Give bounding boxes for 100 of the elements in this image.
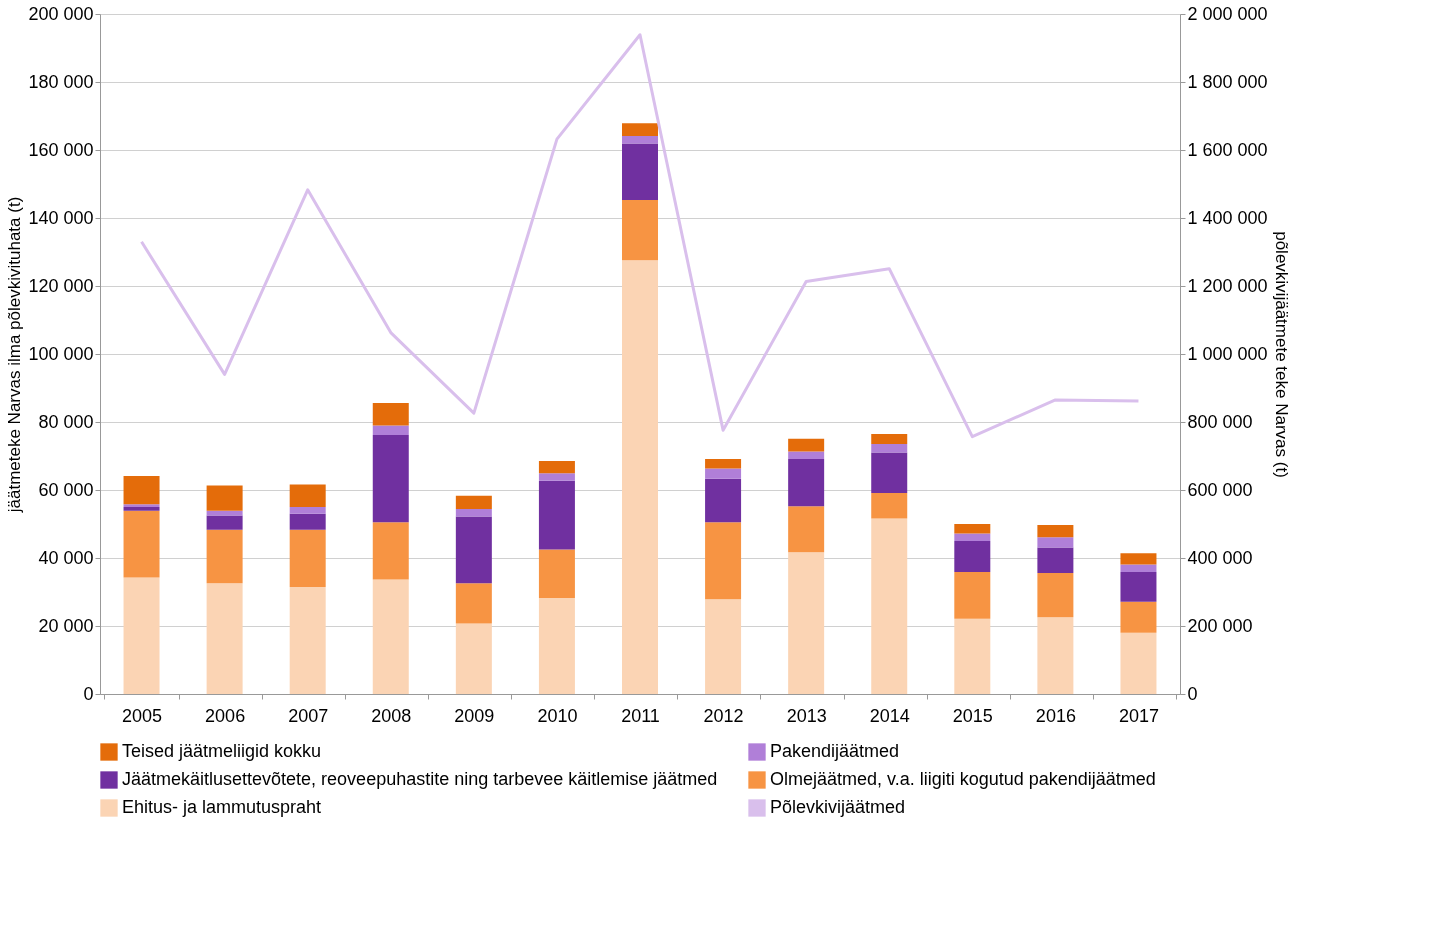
bar [871,444,908,453]
y-tick-label: 60 000 [38,479,94,500]
bar [871,493,908,519]
bar [289,507,326,514]
bar [372,434,409,523]
bar [123,507,160,511]
y2-tick-label: 1 000 000 [1187,343,1268,364]
bar [705,522,742,600]
x-tick-label: 2015 [952,705,993,726]
bar [206,510,243,516]
bar [1037,572,1074,618]
legend-label: Pakendijäätmed [770,741,900,761]
bar [538,480,575,550]
bar [289,484,326,507]
y2-tick-label: 1 600 000 [1187,139,1268,160]
bar [871,433,908,445]
bar [1120,564,1157,572]
legend-label: Olmejäätmed, v.a. liigiti kogutud pakendijäätmed [770,769,1156,789]
bar [372,522,409,580]
bar [289,513,326,530]
bar [206,485,243,511]
y-axis-title: jäätmeteke Narvas ilma põlevkivituhata (t) [5,196,25,514]
bar [954,533,991,541]
y-tick-label: 160 000 [28,139,94,160]
y2-tick-label: 600 000 [1187,479,1253,500]
bar [1120,601,1157,633]
x-tick-label: 2009 [454,705,495,726]
x-tick-label: 2013 [786,705,827,726]
bar [954,571,991,619]
bar [788,552,825,694]
y-tick-label: 140 000 [28,207,94,228]
legend-label: Põlevkivijäätmed [770,797,906,817]
y-tick-label: 180 000 [28,71,94,92]
y2-tick-label: 400 000 [1187,547,1253,568]
bar [206,583,243,694]
bar [1120,571,1157,602]
bar [1037,617,1074,694]
bar [206,515,243,530]
y-tick-label: 0 [83,683,94,704]
y2-tick-label: 800 000 [1187,411,1253,432]
y2-tick-label: 1 200 000 [1187,275,1268,296]
x-tick-label: 2007 [288,705,329,726]
y-tick-label: 40 000 [38,547,94,568]
bar [705,599,742,694]
bar [289,529,326,587]
y2-tick-label: 2 000 000 [1187,3,1268,24]
y-tick-label: 20 000 [38,615,94,636]
y-tick-label: 80 000 [38,411,94,432]
x-tick-label: 2012 [703,705,744,726]
bar [123,577,160,694]
x-tick-label: 2016 [1035,705,1076,726]
bar [289,586,326,694]
x-tick-label: 2014 [869,705,910,726]
bar [123,510,160,578]
bar [1037,547,1074,573]
bar [372,402,409,426]
bar [705,468,742,479]
y2-tick-label: 1 400 000 [1187,207,1268,228]
bar [871,518,908,694]
bar [123,476,160,505]
x-tick-label: 2011 [621,705,660,726]
x-tick-label: 2017 [1118,705,1159,726]
bar [871,452,908,494]
bar [123,504,160,507]
line-series [140,33,1140,439]
bar [538,461,575,474]
bar [455,509,492,517]
y2-tick-label: 200 000 [1187,615,1253,636]
y-tick-label: 100 000 [28,343,94,364]
bar [622,123,658,137]
x-tick-label: 2006 [205,705,246,726]
bar [455,495,492,510]
bar [705,459,742,469]
x-tick-label: 2005 [122,705,163,726]
bar [622,143,658,200]
y-tick-label: 120 000 [28,275,94,296]
bar [538,598,575,694]
y-tick-label: 200 000 [28,3,94,24]
bar [705,478,742,523]
bar [954,524,991,534]
y2-tick-label: 1 800 000 [1187,71,1268,92]
bar [954,541,991,572]
bar [538,549,575,599]
bar [206,529,243,584]
bar [788,506,825,553]
bar [1037,525,1074,538]
bar [622,260,658,694]
bar [622,136,658,144]
legend-label: Teised jäätmeliigid kokku [122,741,322,761]
bar [1120,632,1157,694]
bar [1037,537,1074,548]
bar [622,199,658,261]
bar [455,583,492,624]
x-tick-label: 2010 [537,705,578,726]
bar [1120,553,1157,565]
y2-axis-title: põlevkivijäätmete teke Narvas (t) [1271,231,1291,478]
bar [788,459,825,507]
legend-label: Jäätmekäitlusettevõtete, reoveepuhastite ning tarbevee käitlemise jäätmed [122,769,718,789]
bar [455,623,492,694]
bar [538,473,575,481]
